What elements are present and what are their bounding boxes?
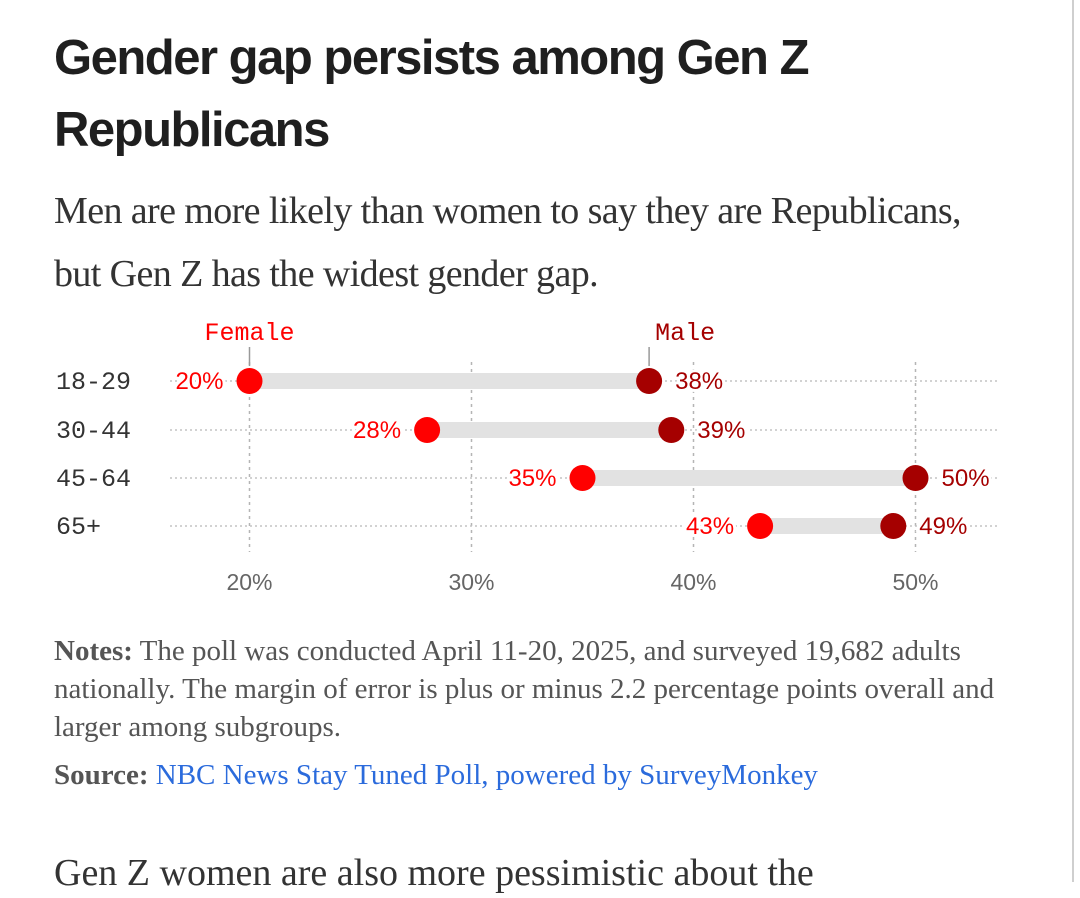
x-tick-label: 20% (226, 569, 272, 595)
category-label: 45-64 (56, 465, 131, 494)
male-value-label: 38% (675, 368, 723, 395)
male-dot (636, 368, 663, 394)
source-label: Source: (54, 759, 149, 791)
x-tick-label: 40% (670, 569, 716, 595)
notes-label: Notes: (54, 635, 133, 667)
female-dot (569, 465, 596, 491)
category-label: 18-29 (56, 368, 131, 397)
legend-male: Male (655, 319, 715, 348)
range-bar (582, 470, 916, 486)
source-link[interactable]: NBC News Stay Tuned Poll, powered by Sur… (155, 759, 818, 791)
male-value-label: 49% (919, 513, 967, 540)
male-value-label: 39% (697, 417, 745, 444)
male-dot (902, 465, 929, 491)
dumbbell-chart: 20% 30% 40% 50% 18-29 30-44 45-64 65+ Female Male… (56, 319, 998, 595)
range-bar (249, 373, 650, 389)
female-value-label: 20% (175, 368, 223, 395)
female-value-label: 35% (508, 465, 556, 492)
male-value-label: 50% (942, 465, 990, 492)
female-dot (414, 417, 441, 443)
page-edge-rule (1072, 0, 1074, 882)
female-dot (236, 368, 263, 394)
chart-title: Gender gap persists among Gen Z Republic… (54, 31, 810, 157)
x-tick-label: 50% (892, 569, 938, 595)
category-label: 30-44 (56, 417, 131, 446)
next-paragraph: Gen Z women are also more pessimistic ab… (54, 852, 814, 894)
chart-subtitle: Men are more likely than women to say th… (54, 190, 962, 295)
category-label: 65+ (56, 513, 101, 542)
female-dot (747, 513, 774, 539)
chart-source: Source: NBC News Stay Tuned Poll, powere… (54, 756, 1014, 794)
range-bar (427, 422, 672, 438)
notes-text: The poll was conducted April 11-20, 2025… (54, 635, 995, 743)
male-dot (658, 417, 685, 443)
dot-layer (236, 368, 929, 539)
range-bar-layer (249, 373, 916, 534)
female-value-label: 43% (686, 513, 734, 540)
label-layer: 20% 30% 40% 50% 18-29 30-44 45-64 65+ Female Male… (56, 319, 993, 595)
legend-female: Female (204, 319, 294, 348)
range-bar (760, 518, 894, 534)
chart-notes: Notes: The poll was conducted April 11-2… (54, 632, 1014, 746)
female-value-label: 28% (353, 417, 401, 444)
male-dot (880, 513, 907, 539)
x-tick-label: 30% (448, 569, 494, 595)
